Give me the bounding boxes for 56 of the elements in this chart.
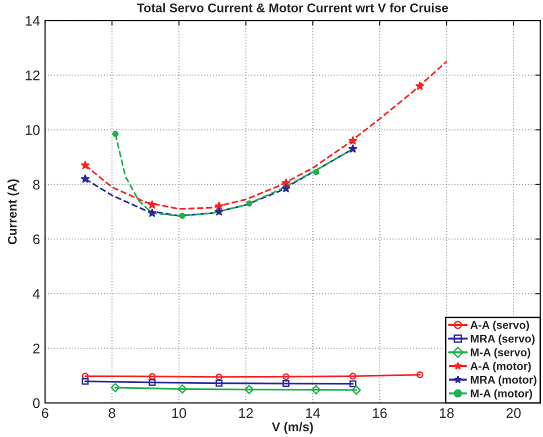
point — [282, 184, 290, 192]
point — [214, 202, 224, 210]
point — [148, 378, 156, 386]
legend-label: A-A (motor) — [470, 362, 531, 372]
point — [214, 207, 224, 216]
x-axis-title: V (m/s) — [272, 422, 313, 434]
point — [282, 380, 290, 387]
legend-label: M-A (motor) — [470, 389, 532, 400]
y-tick-label: 2 — [33, 344, 40, 354]
y-axis-title: Current (A) — [8, 179, 20, 244]
point — [244, 384, 254, 394]
x-tick-label: 16 — [373, 408, 387, 418]
x-tick-label: 12 — [239, 408, 253, 418]
x-tick-label: 20 — [506, 408, 521, 418]
y-tick-label: 14 — [26, 16, 40, 26]
point — [112, 130, 118, 137]
point — [246, 200, 252, 207]
point — [179, 212, 186, 219]
legend-label: MRA (servo) — [470, 334, 535, 345]
point — [311, 385, 321, 394]
point — [80, 174, 90, 183]
legend-label: A-A (servo) — [470, 320, 530, 332]
x-tick-label: 6 — [42, 408, 48, 418]
point — [313, 169, 320, 176]
chart-title: Total Servo Current & Motor Current wrt V for Cruise — [137, 3, 448, 12]
point — [148, 200, 156, 209]
legend-label: M-A (servo) — [470, 348, 530, 359]
point — [148, 372, 156, 380]
point — [349, 380, 356, 388]
point — [110, 382, 120, 392]
y-tick-label: 0 — [33, 398, 40, 408]
point — [178, 384, 187, 394]
x-tick-label: 8 — [108, 408, 116, 418]
point — [216, 373, 223, 380]
point — [282, 178, 290, 187]
x-tick-label: 10 — [172, 408, 186, 418]
point — [416, 371, 424, 378]
point — [282, 373, 290, 380]
y-tick-label: 12 — [26, 70, 40, 80]
y-tick-label: 8 — [33, 180, 40, 190]
y-tick-label: 4 — [32, 289, 40, 299]
legend-label: MRA (motor) — [470, 376, 536, 386]
x-tick-label: 14 — [306, 408, 320, 418]
point — [82, 378, 89, 385]
y-tick-label: 10 — [26, 125, 40, 135]
x-tick-label: 18 — [440, 408, 454, 418]
point — [148, 208, 156, 217]
y-tick-label: 6 — [33, 234, 40, 244]
point — [349, 372, 356, 380]
point — [82, 372, 89, 380]
point — [348, 144, 358, 153]
point — [352, 385, 361, 395]
point — [348, 136, 358, 144]
point — [80, 160, 90, 170]
point — [216, 380, 223, 387]
point — [416, 82, 424, 90]
